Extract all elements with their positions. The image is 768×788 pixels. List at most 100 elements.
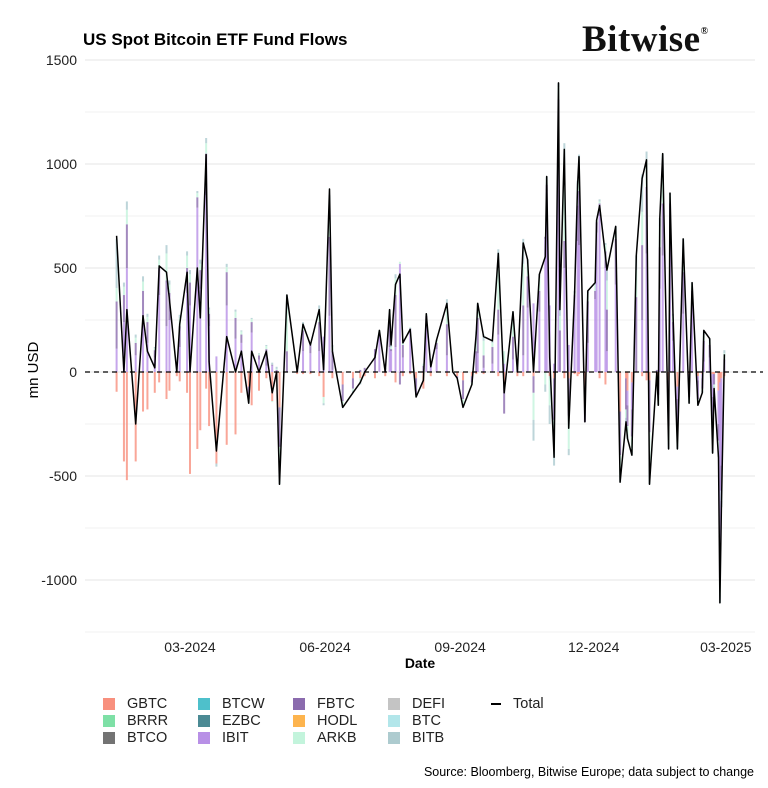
bar-ibit: [598, 216, 601, 372]
bar-gbtc: [322, 372, 325, 397]
bar-bitb: [208, 307, 211, 310]
bar-arkb: [142, 281, 145, 291]
bar-fbtc: [594, 290, 597, 300]
bar-gbtc: [676, 372, 679, 387]
bar-ibit: [720, 378, 723, 466]
bar-ibit: [122, 322, 125, 372]
bar-fbtc: [328, 236, 331, 316]
bar-fbtc: [225, 272, 228, 306]
bar-gbtc: [175, 372, 178, 377]
bar-fbtc: [635, 297, 638, 372]
bar-gbtc: [394, 372, 397, 383]
y-axis-label: mn USD: [25, 342, 42, 399]
bar-ibit: [604, 268, 607, 372]
legend-label: BTCW: [222, 695, 265, 712]
bar-gbtc: [199, 372, 202, 431]
bar-bitb: [271, 362, 274, 365]
bar-fbtc: [278, 407, 281, 447]
bar-gbtc: [247, 372, 250, 387]
bar-ibit: [641, 320, 644, 372]
bar-gbtc: [604, 372, 607, 385]
bar-bitb: [605, 270, 608, 281]
legend-swatch: [388, 731, 400, 744]
bar-ibit: [658, 288, 661, 372]
bar-bitb: [723, 350, 726, 354]
bar-fbtc: [482, 355, 485, 368]
bar-ibit: [718, 382, 721, 549]
bar-ibit: [511, 359, 514, 372]
source-note: Source: Bloomberg, Bitwise Europe; data …: [423, 765, 754, 779]
bar-fbtc: [676, 399, 679, 433]
bar-arkb: [275, 368, 278, 370]
bar-arkb: [322, 396, 325, 404]
legend-label: EZBC: [222, 712, 261, 729]
bar-fbtc: [655, 369, 658, 372]
bar-arkb: [558, 315, 561, 331]
bar-ibit: [302, 351, 305, 372]
bar-arkb: [548, 376, 551, 406]
bar-bitb: [115, 238, 118, 288]
bar-gbtc: [373, 372, 376, 379]
legend-item-brrr: BRRR: [103, 712, 198, 729]
bar-ibit: [189, 305, 191, 372]
legend-label: IBIT: [222, 729, 249, 746]
legend-item-hodl: HODL: [293, 712, 388, 729]
bar-fbtc: [445, 324, 448, 356]
bar-fbtc: [196, 197, 199, 208]
bar-arkb: [205, 143, 208, 154]
bar-fbtc: [619, 411, 622, 456]
bar-gbtc: [115, 372, 118, 392]
bar-fbtc: [125, 224, 128, 268]
bar-bitb: [205, 138, 208, 144]
bar-gbtc: [189, 372, 191, 474]
bar-arkb: [594, 284, 597, 291]
legend-label: Total: [513, 695, 544, 712]
bar-fbtc: [401, 344, 404, 358]
bar-fbtc: [115, 301, 118, 349]
bar-ibit: [605, 351, 608, 372]
bar-arkb: [125, 209, 128, 225]
x-tick-label: 06-2024: [299, 639, 351, 655]
legend-label: HODL: [317, 712, 358, 729]
bar-gbtc: [567, 372, 570, 379]
bar-ibit: [318, 351, 321, 372]
bar-ibit: [626, 390, 629, 406]
bar-ibit: [630, 382, 633, 410]
bar-fbtc: [275, 369, 278, 372]
bar-gbtc: [168, 372, 171, 391]
bar-bitb: [491, 340, 494, 343]
bar-gbtc: [186, 372, 189, 393]
bar-fbtc: [538, 290, 541, 312]
legend-label: BRRR: [127, 712, 169, 729]
bar-gbtc: [234, 372, 237, 435]
bar-fbtc: [511, 336, 514, 360]
bar-ibit: [429, 365, 432, 372]
bar-arkb: [604, 245, 607, 252]
bar-ibit: [476, 353, 479, 372]
bar-gbtc: [598, 372, 601, 379]
bar-bitb: [598, 199, 601, 202]
y-tick-label: 1000: [46, 156, 77, 172]
bar-gbtc: [645, 372, 648, 381]
bar-bitb: [394, 274, 397, 279]
bar-bitb: [257, 353, 260, 355]
bar-arkb: [250, 318, 253, 323]
legend-item-ibit: IBIT: [198, 729, 293, 746]
bar-bitb: [544, 384, 547, 392]
bar-fbtc: [134, 342, 137, 356]
bar-ibit: [331, 369, 334, 372]
bar-ibit: [696, 376, 699, 381]
x-tick-label: 03-2025: [700, 639, 752, 655]
legend-swatch: [388, 714, 400, 727]
bar-gbtc: [415, 372, 418, 379]
bar-gbtc: [718, 372, 721, 383]
bar-arkb: [122, 286, 125, 296]
bar-fbtc: [318, 322, 321, 352]
bar-ibit: [576, 240, 579, 372]
x-tick-label: 09-2024: [434, 639, 486, 655]
bar-gbtc: [359, 372, 362, 379]
bar-arkb: [713, 384, 716, 387]
bar-fbtc: [532, 376, 535, 393]
bar-gbtc: [205, 372, 208, 389]
bar-fbtc: [661, 203, 664, 256]
